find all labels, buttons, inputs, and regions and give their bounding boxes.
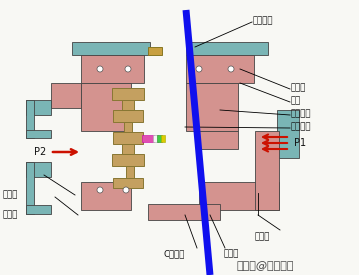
Text: 低压室: 低压室 [3, 191, 18, 199]
Circle shape [123, 187, 129, 193]
Bar [81, 182, 131, 210]
Text: 膜盒体: 膜盒体 [3, 210, 18, 219]
Bar [126, 166, 134, 178]
Text: P2: P2 [34, 147, 46, 157]
Bar [186, 55, 254, 83]
Bar [148, 204, 220, 220]
Bar [51, 83, 81, 108]
Bar [113, 178, 143, 188]
Circle shape [125, 66, 131, 72]
Bar [161, 135, 165, 142]
Circle shape [228, 66, 234, 72]
Bar [186, 42, 268, 55]
Bar [142, 135, 154, 142]
Text: 轴封膜片: 轴封膜片 [253, 16, 274, 26]
Bar [26, 100, 34, 138]
Bar [122, 144, 134, 154]
Text: C型簧片: C型簧片 [163, 249, 185, 258]
Bar [113, 132, 143, 144]
Bar [124, 122, 132, 132]
Bar [112, 154, 144, 166]
Bar [112, 88, 144, 100]
Bar [122, 100, 134, 110]
Text: 搜狐号@立新电机: 搜狐号@立新电机 [236, 261, 294, 271]
Bar [26, 162, 34, 214]
Bar [255, 131, 279, 210]
Bar [113, 110, 143, 122]
Bar [199, 182, 279, 210]
Bar [186, 83, 238, 131]
Bar [199, 131, 238, 149]
Bar [81, 55, 144, 83]
Bar [26, 100, 51, 115]
Text: 密封圈: 密封圈 [291, 84, 306, 92]
Text: 金属膜片: 金属膜片 [291, 109, 312, 119]
Circle shape [196, 66, 202, 72]
Text: 硅油: 硅油 [291, 97, 301, 106]
Bar [72, 42, 150, 55]
Bar [157, 135, 162, 142]
Circle shape [97, 66, 103, 72]
Bar [148, 47, 162, 55]
Circle shape [97, 187, 103, 193]
Text: P1: P1 [294, 138, 306, 148]
Bar [26, 162, 51, 177]
Bar [26, 130, 51, 138]
Bar [81, 83, 131, 131]
Text: 膜盒硬芯: 膜盒硬芯 [291, 122, 312, 131]
Text: 主扛杆: 主扛杆 [224, 249, 239, 258]
Bar [153, 135, 158, 142]
Bar [277, 110, 299, 158]
Bar [26, 205, 51, 214]
Text: 高压室: 高压室 [255, 232, 270, 241]
